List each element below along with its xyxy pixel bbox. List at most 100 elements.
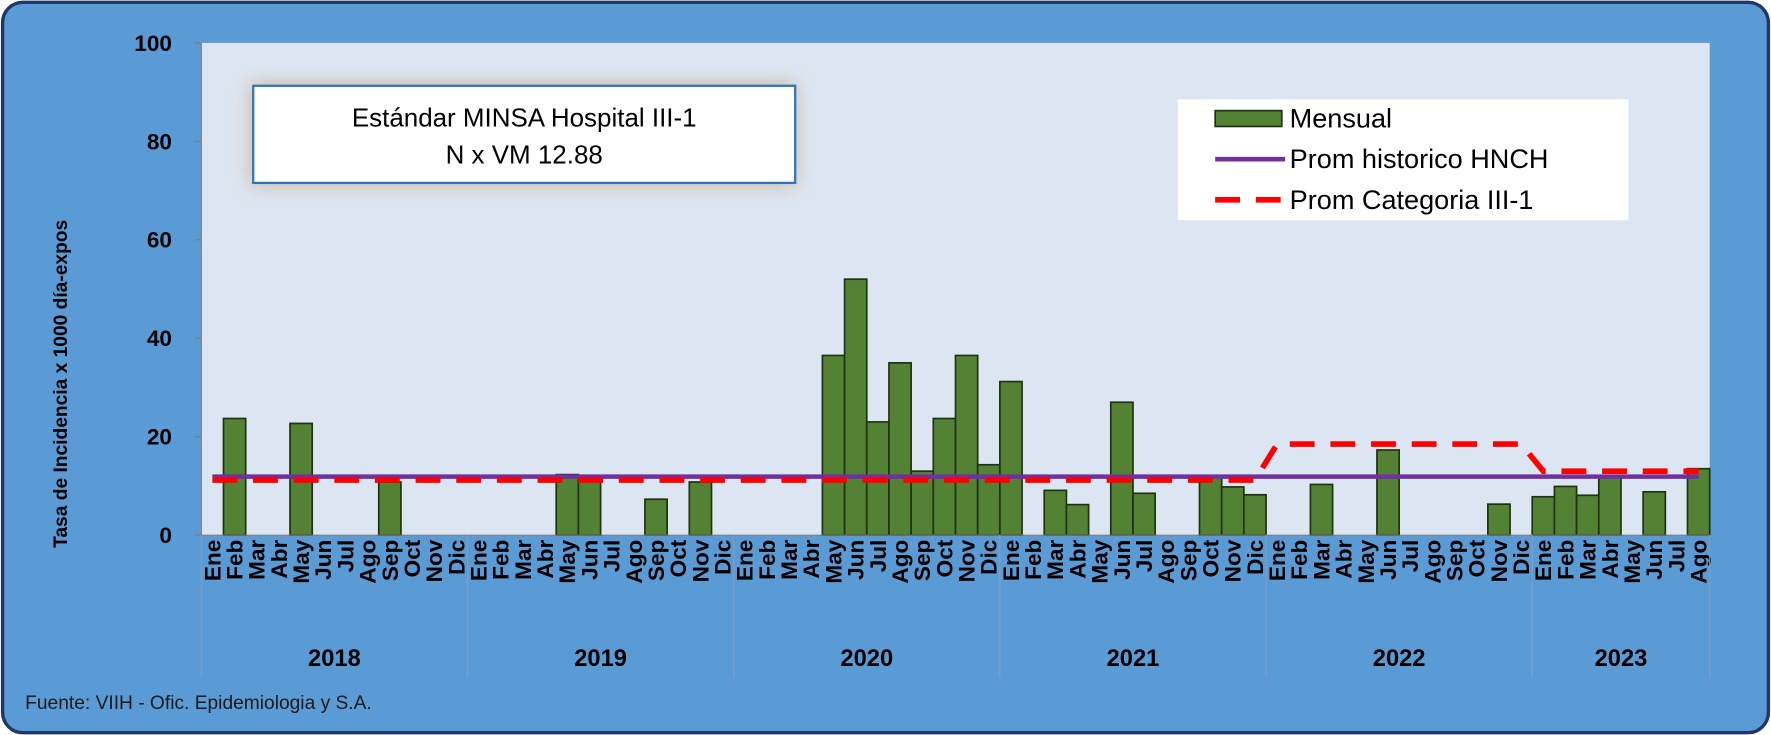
bar <box>1487 503 1511 537</box>
x-tick-label: Jun <box>1110 540 1135 580</box>
y-tick-label: 40 <box>147 326 172 351</box>
x-tick-label: Dic <box>1243 540 1268 575</box>
bar <box>954 354 979 537</box>
x-tick-label: Ene <box>200 540 225 581</box>
group-label: 2019 <box>574 646 627 672</box>
x-tick-label: Mar <box>245 539 270 579</box>
x-tick-label: Feb <box>755 540 780 580</box>
y-tick-label: 80 <box>147 129 172 154</box>
x-tick-label: Abr <box>1598 539 1623 578</box>
group-label: 2018 <box>308 646 361 672</box>
x-tick-label: Sep <box>1176 540 1201 581</box>
x-tick-label: Abr <box>1065 539 1090 578</box>
bar <box>999 380 1023 537</box>
x-tick-label: Jun <box>844 540 869 580</box>
x-tick-label: Jul <box>866 540 891 573</box>
y-tick-label: 100 <box>134 31 172 56</box>
x-tick-label: Jul <box>333 540 358 573</box>
bar <box>1109 401 1134 537</box>
bar <box>1376 449 1400 537</box>
x-tick-label: Ago <box>888 540 913 584</box>
x-tick-label: Jun <box>1642 540 1667 580</box>
x-tick-label: Mar <box>1309 539 1334 579</box>
x-tick-label: Jun <box>311 540 336 580</box>
x-tick-label: May <box>1088 539 1113 583</box>
bar <box>1553 485 1578 537</box>
x-tick-label: Jul <box>600 540 625 573</box>
bar <box>1597 475 1622 537</box>
bar <box>644 498 668 537</box>
bar <box>577 476 602 537</box>
x-tick-label: Sep <box>910 540 935 581</box>
x-tick-label: Mar <box>1043 539 1068 579</box>
annotation-line: Estándar MINSA Hospital III-1 <box>352 102 697 132</box>
x-tick-label: Feb <box>222 540 247 580</box>
y-axis-label: Tasa de Incidencia x 1000 día-expos <box>51 220 72 548</box>
x-tick-label: Abr <box>799 539 824 578</box>
bar <box>1198 475 1223 537</box>
bar <box>1220 486 1245 537</box>
bar <box>843 278 868 537</box>
x-tick-label: Jul <box>1664 540 1689 573</box>
x-tick-label: Sep <box>1443 540 1468 581</box>
x-tick-label: Oct <box>400 539 425 577</box>
x-tick-label: May <box>289 539 314 583</box>
x-tick-label: Sep <box>378 540 403 581</box>
bar <box>377 481 402 537</box>
x-tick-label: Nov <box>422 539 447 582</box>
x-tick-label: Feb <box>1287 540 1312 580</box>
x-tick-label: Mar <box>511 539 536 579</box>
x-tick-label: Dic <box>710 540 735 575</box>
x-tick-label: May <box>555 539 580 583</box>
x-tick-label: Ene <box>999 540 1024 581</box>
bar <box>1531 495 1556 537</box>
x-tick-label: Mar <box>1576 539 1601 579</box>
x-tick-label: Abr <box>267 539 292 578</box>
x-tick-label: May <box>1620 539 1645 583</box>
bar <box>1309 483 1334 537</box>
source-note: Fuente: VIIH - Ofic. Epidemiologia y S.A… <box>25 693 372 714</box>
x-tick-label: Mar <box>777 539 802 579</box>
y-tick-label: 60 <box>147 228 172 253</box>
legend-label: Mensual <box>1290 103 1392 134</box>
legend-swatch <box>1214 109 1283 128</box>
bar <box>821 354 846 537</box>
x-tick-label: Nov <box>1221 539 1246 582</box>
bar <box>688 481 713 537</box>
x-tick-label: Jun <box>1376 540 1401 580</box>
group-label: 2023 <box>1595 646 1648 672</box>
x-tick-label: Oct <box>932 539 957 577</box>
x-tick-label: Nov <box>688 539 713 582</box>
legend-label: Prom Categoria III-1 <box>1290 184 1534 215</box>
y-tick-label: 20 <box>147 425 172 450</box>
x-tick-label: Feb <box>489 540 514 580</box>
x-tick-label: Feb <box>1553 540 1578 580</box>
bar <box>1065 503 1090 537</box>
x-tick-label: Dic <box>1509 540 1534 575</box>
bar <box>888 362 912 537</box>
x-tick-label: Oct <box>1198 539 1223 577</box>
bar <box>1132 492 1156 537</box>
series-line <box>212 441 1699 483</box>
x-tick-label: Dic <box>444 540 469 575</box>
group-label: 2021 <box>1107 646 1160 672</box>
x-tick-label: Ago <box>1687 540 1712 584</box>
bar <box>1243 493 1267 537</box>
x-tick-label: Ago <box>1420 540 1445 584</box>
x-tick-label: Nov <box>954 539 979 582</box>
x-tick-label: Oct <box>666 539 691 577</box>
annotation-box <box>252 84 797 185</box>
x-tick-label: Jul <box>1132 540 1157 573</box>
group-label: 2020 <box>840 646 893 672</box>
x-tick-label: Feb <box>1021 540 1046 580</box>
x-tick-label: May <box>821 539 846 583</box>
x-tick-label: Jul <box>1398 540 1423 573</box>
x-tick-label: Ene <box>733 540 758 581</box>
annotation-line: N x VM 12.88 <box>446 140 603 170</box>
x-tick-label: Nov <box>1487 539 1512 582</box>
x-tick-label: Sep <box>644 540 669 581</box>
x-tick-label: Ene <box>1531 540 1556 581</box>
x-tick-label: Ago <box>356 540 381 584</box>
x-tick-label: Ago <box>622 540 647 584</box>
group-label: 2022 <box>1373 646 1426 672</box>
